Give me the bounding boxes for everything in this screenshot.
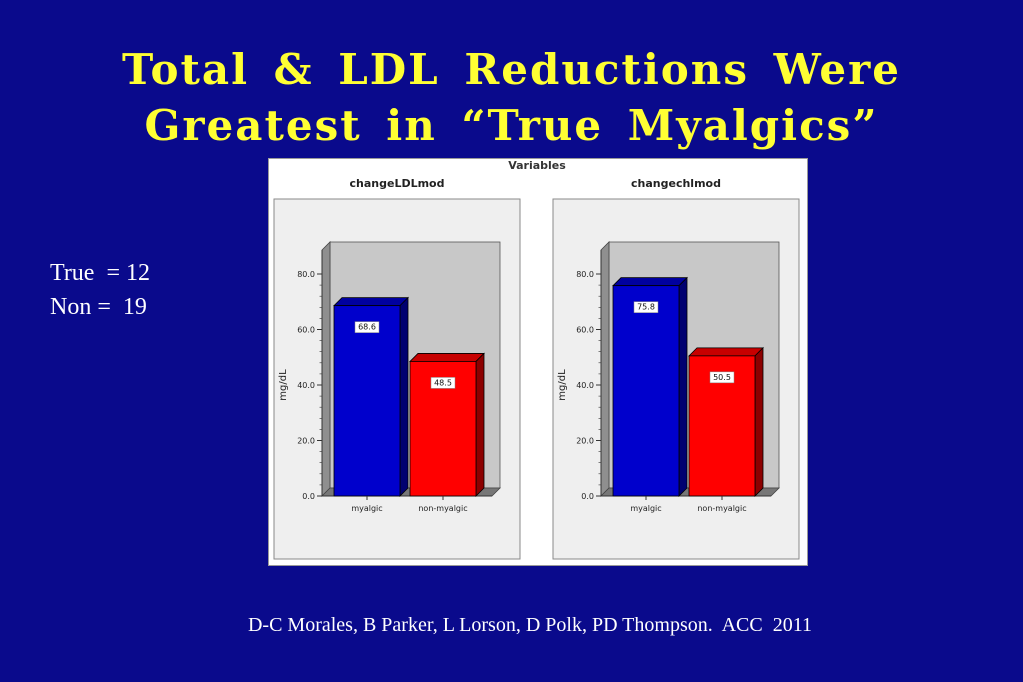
y-tick-label: 60.0 [576,326,594,335]
y-tick-label: 20.0 [576,437,594,446]
chart-svg: Variables changeLDLmod 0.0 20.0 40.0 60.0 80.0… [273,159,800,560]
slide-title: Total & LDL Reductions Were Greatest in … [0,42,1023,154]
data-label: 75.8 [637,303,655,312]
bar-side [678,276,688,497]
data-label-box [709,371,735,384]
x-tick-label: myalgic [351,504,382,513]
chart-title: changechlmod [631,177,721,190]
bar-side [399,296,409,497]
bar-front [612,285,680,497]
slide-title-line-2: Greatest in “True Myalgics” [144,101,879,150]
bar-top [333,297,409,307]
chart-title: changeLDLmod [350,177,445,190]
data-label: 50.5 [713,373,731,382]
y-tick-label: 40.0 [297,381,315,390]
bar-non-myalgic: 48.5 [409,352,485,497]
x-tick-label: non-myalgic [697,504,746,513]
bar-top [688,347,764,357]
chart-panel-1: changechlmod 0.0 20.0 40.0 60.0 80.0 mg/dL 75.8… [552,177,800,560]
y-tick-label: 80.0 [297,270,315,279]
sample-counts: True = 12 Non = 19 [50,256,150,324]
data-label-box [633,301,659,313]
y-tick-label: 0.0 [302,492,315,501]
chart-figure: Variables changeLDLmod 0.0 20.0 40.0 60.0 80.0… [268,158,808,566]
y-tick-label: 40.0 [576,381,594,390]
bar-top [612,277,688,287]
x-tick-label: myalgic [630,504,661,513]
plot-left-wall [321,241,331,497]
data-label: 48.5 [434,378,452,387]
plot-left-wall [600,241,610,497]
y-tick-label: 60.0 [297,326,315,335]
data-label-box [354,321,380,333]
y-axis-label: mg/dL [557,369,568,401]
bar-top [409,353,485,362]
panel-header: Variables [508,159,566,172]
data-label: 68.6 [358,323,376,332]
citation: D-C Morales, B Parker, L Lorson, D Polk,… [247,614,812,636]
bar-non-myalgic: 50.5 [688,346,764,497]
bar-myalgic: 68.6 [333,296,409,497]
y-tick-label: 0.0 [581,492,594,501]
data-label-box [430,377,456,389]
bar-side [754,346,764,497]
count-non: Non = 19 [50,294,147,320]
y-tick-label: 80.0 [576,270,594,279]
count-true: True = 12 [50,260,150,286]
y-tick-label: 20.0 [297,437,315,446]
chart-panel-0: changeLDLmod 0.0 20.0 40.0 60.0 80.0 mg/dL 68.6… [273,177,521,560]
bar-myalgic: 75.8 [612,276,688,497]
slide-title-line-1: Total & LDL Reductions Were [122,45,901,94]
bar-side [475,352,485,497]
y-axis-label: mg/dL [278,369,289,401]
bar-front [333,305,401,497]
x-tick-label: non-myalgic [418,504,467,513]
